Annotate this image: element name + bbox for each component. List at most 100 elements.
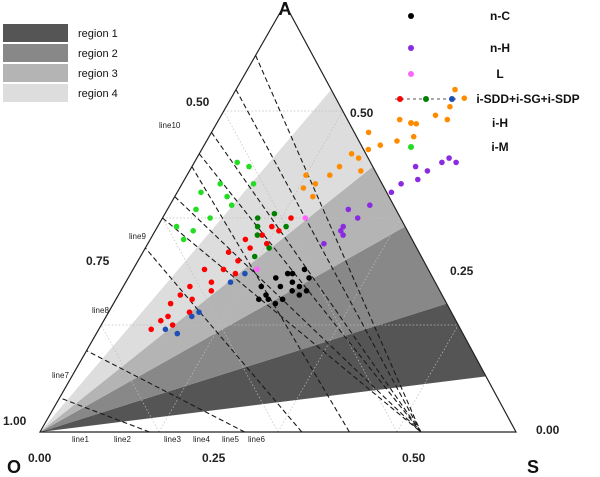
point-im-10: [234, 159, 240, 166]
point-mixed-red-10: [259, 232, 266, 238]
region-legend-label-3: region 3: [78, 68, 118, 80]
series-legend: n-C n-H L i-SDD+i-SG+i-SDP i-H i-M: [395, 9, 580, 154]
point-nc-1: [258, 283, 265, 290]
point-nc-17: [284, 270, 291, 277]
tick-s-000: 0.00: [536, 423, 560, 437]
point-ih-8: [413, 121, 420, 127]
point-nc-4: [265, 296, 272, 303]
region-legend-swatch-3: [3, 64, 68, 82]
point-nh-7: [398, 181, 404, 187]
point-mixed-red-21: [169, 322, 176, 328]
point-nh-1: [321, 240, 327, 247]
point-nh-14: [345, 206, 352, 213]
point-ih-1: [312, 181, 319, 187]
dashed-line7: [59, 397, 150, 433]
point-mixed-blue-4: [227, 279, 234, 286]
tick-base-050: 0.50: [402, 451, 426, 465]
point-ih-17: [444, 116, 451, 123]
legend-label-im: i-M: [491, 140, 508, 154]
legend-label-mixed: i-SDD+i-SG+i-SDP: [476, 92, 579, 106]
point-mixed-green-2: [271, 210, 278, 217]
region-wedge-4: [40, 89, 373, 432]
point-im-1: [173, 223, 180, 230]
legend-marker-mixed-blue: [449, 96, 455, 102]
line-label-9: line9: [129, 232, 146, 241]
region-legend-label-1: region 1: [78, 28, 118, 40]
point-im-6: [217, 181, 223, 187]
point-mixed-red-4: [189, 296, 195, 303]
data-points: [148, 86, 468, 337]
point-im-12: [180, 236, 187, 243]
point-mixed-red-16: [232, 270, 239, 277]
point-mixed-red-1: [148, 326, 154, 333]
point-ih-3: [336, 163, 343, 170]
tick-s-050: 0.50: [350, 106, 374, 120]
legend-marker-nh: [408, 45, 414, 51]
dashed-line2: [235, 89, 422, 433]
point-ih-4: [355, 155, 362, 161]
point-im-9: [228, 202, 235, 208]
point-ih-11: [461, 95, 468, 101]
point-im-4: [207, 215, 213, 221]
point-nh-8: [412, 163, 419, 170]
tick-base-000: 0.00: [28, 451, 52, 465]
grid-line-w-1: [158, 110, 344, 433]
region-wedge-2: [40, 226, 447, 432]
tick-o-075: 0.75: [86, 254, 110, 268]
point-mixed-red-18: [276, 228, 282, 234]
point-mixed-red-23: [158, 317, 164, 324]
point-mixed-red-11: [225, 249, 232, 255]
point-nc-15: [303, 288, 310, 294]
point-nh-4: [354, 215, 361, 221]
region-legend-label-4: region 4: [78, 88, 118, 100]
point-ih-10: [447, 103, 453, 110]
point-im-7: [246, 163, 252, 170]
legend-label-nc: n-C: [490, 9, 510, 23]
point-mixed-red-13: [242, 236, 249, 243]
region-legend-swatch-4: [3, 84, 68, 102]
tick-s-025: 0.25: [450, 264, 474, 278]
line-label-7: line7: [52, 371, 69, 380]
point-nc-16: [273, 275, 279, 281]
point-mixed-red-6: [208, 279, 215, 286]
region-legend-swatch-2: [3, 44, 68, 62]
point-nc-12: [296, 283, 303, 290]
point-nh-3: [340, 232, 346, 238]
point-nc-13: [296, 292, 303, 298]
point-nh-6: [388, 189, 395, 196]
point-l-2: [302, 215, 309, 221]
point-mixed-green-6: [254, 232, 261, 238]
point-nh-2: [340, 223, 347, 230]
point-ih-7: [394, 138, 400, 144]
point-im-3: [193, 206, 199, 213]
grid-lines: [100, 110, 459, 433]
point-l-1: [254, 266, 260, 273]
point-mixed-red-2: [165, 313, 171, 320]
point-mixed-red-19: [288, 215, 294, 221]
point-mixed-blue-2: [189, 313, 195, 320]
region-legend-swatch-1: [3, 24, 68, 42]
dashed-line8: [86, 350, 245, 433]
line-label-5: line5: [222, 435, 239, 444]
point-ih-2: [327, 172, 333, 178]
point-ih-18: [358, 168, 364, 174]
point-mixed-blue-6: [242, 270, 248, 277]
legend-label-l: L: [496, 67, 503, 81]
point-nh-11: [439, 159, 445, 166]
tick-o-100: 1.00: [3, 414, 27, 428]
legend-marker-mixed-green: [423, 96, 429, 102]
point-nh-12: [446, 155, 452, 161]
point-nh-15: [338, 228, 344, 234]
point-im-5: [224, 193, 230, 200]
point-mixed-green-4: [251, 253, 258, 260]
region-legend-label-2: region 2: [78, 48, 118, 60]
legend-marker-l: [408, 71, 414, 77]
point-ih-21: [303, 172, 309, 178]
point-nc-2: [255, 296, 262, 303]
vertex-label-a: A: [279, 0, 292, 19]
grid-line-u-3: [223, 110, 398, 433]
point-im-11: [250, 181, 257, 187]
point-mixed-red-8: [235, 258, 241, 264]
point-im-8: [198, 189, 204, 196]
